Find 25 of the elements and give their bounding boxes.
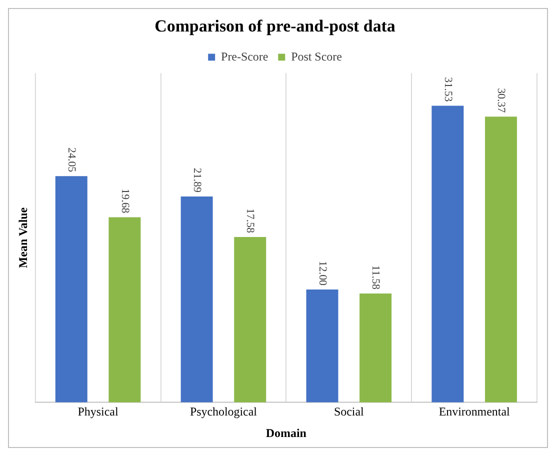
data-label: 17.58 [244, 208, 256, 234]
data-label: 11.58 [370, 265, 382, 290]
data-label: 12.00 [316, 260, 328, 286]
data-label: 31.53 [442, 77, 454, 102]
data-label: 24.05 [65, 148, 78, 173]
x-tick-label: Physical [78, 404, 119, 419]
bar [306, 290, 338, 402]
y-axis-title: Mean Value [16, 207, 30, 268]
bar [234, 237, 266, 402]
legend-label: Post Score [291, 49, 342, 64]
x-axis-title: Domain [266, 426, 307, 440]
legend-label: Pre-Score [221, 49, 268, 64]
data-label: 19.68 [118, 188, 131, 214]
x-tick-label: Social [334, 404, 364, 419]
bar [55, 176, 88, 402]
data-label: 30.37 [495, 88, 508, 114]
bar [180, 196, 213, 402]
data-label: 21.89 [190, 168, 203, 193]
x-tick-label: Environmental [438, 404, 510, 419]
bar [432, 106, 464, 402]
bar [360, 293, 392, 402]
bar [484, 116, 517, 402]
x-tick-label: Psychological [190, 404, 258, 419]
chart-title: Comparison of pre-and-post data [154, 16, 396, 36]
bar [108, 217, 141, 402]
